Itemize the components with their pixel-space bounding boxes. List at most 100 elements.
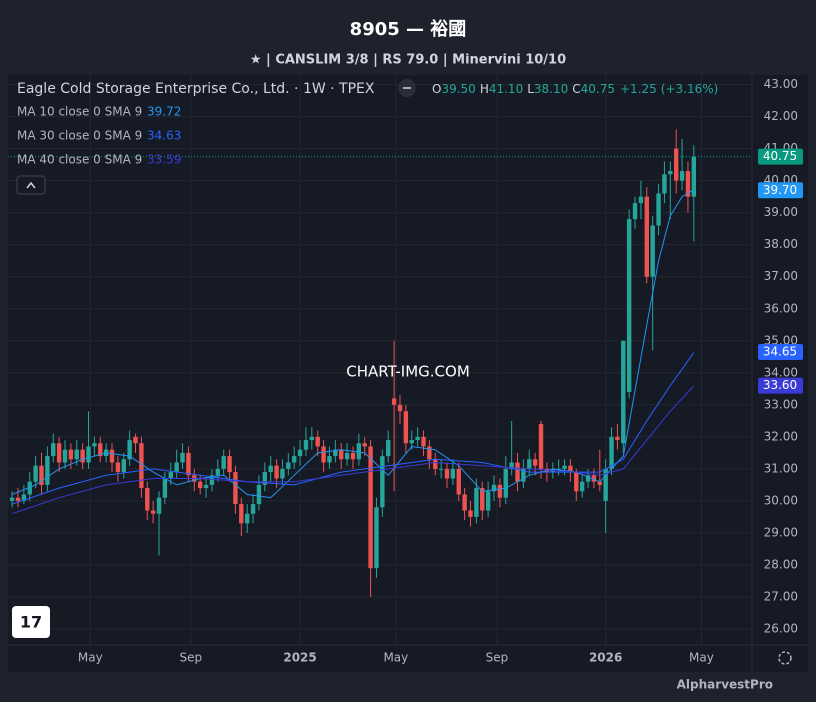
candle-body bbox=[462, 494, 467, 511]
legend-label: MA 40 close 0 SMA 9 bbox=[17, 153, 142, 167]
candle-body bbox=[280, 468, 285, 479]
candle-body bbox=[603, 468, 608, 501]
collapse-button[interactable] bbox=[16, 175, 46, 195]
candle-body bbox=[291, 456, 297, 463]
y-tick-label: 34.00 bbox=[764, 365, 798, 379]
candle-body bbox=[380, 456, 385, 508]
watermark: CHART-IMG.COM bbox=[346, 363, 470, 381]
candle-body bbox=[468, 510, 473, 517]
candle-body bbox=[286, 462, 291, 469]
candle-body bbox=[80, 449, 85, 463]
candle-body bbox=[650, 225, 655, 277]
candle-body bbox=[591, 475, 597, 482]
y-tick-label: 29.00 bbox=[764, 525, 798, 539]
candle-body bbox=[497, 484, 503, 498]
candle-body bbox=[315, 436, 320, 447]
candle-body bbox=[438, 468, 444, 470]
ohlc-value: 40.75 bbox=[581, 82, 615, 96]
candle-body bbox=[209, 475, 215, 485]
candle-body bbox=[491, 484, 497, 492]
candle-body bbox=[374, 507, 379, 569]
x-tick-label: May bbox=[78, 651, 103, 665]
price-tag-label: 40.75 bbox=[763, 149, 797, 163]
ma-line bbox=[11, 352, 695, 505]
candle-body bbox=[685, 171, 691, 197]
candle-body bbox=[139, 443, 144, 489]
y-tick-label: 36.00 bbox=[764, 301, 798, 315]
y-tick-label: 43.00 bbox=[764, 77, 798, 91]
settings-icon[interactable] bbox=[778, 651, 792, 665]
candle-body bbox=[350, 452, 356, 460]
candle-body bbox=[239, 504, 244, 524]
candle-body bbox=[626, 219, 632, 393]
candle-body bbox=[33, 465, 38, 482]
chart-subtitle: ★ | CANSLIM 3/8 | RS 79.0 | Minervini 10… bbox=[250, 53, 566, 68]
candle-body bbox=[673, 148, 679, 181]
candle-body bbox=[86, 446, 91, 463]
candle-body bbox=[9, 497, 15, 501]
candle-body bbox=[485, 491, 491, 511]
ohlc-value: 39.50 bbox=[441, 82, 475, 96]
candle-body bbox=[339, 449, 344, 460]
y-tick-label: 35.00 bbox=[764, 333, 798, 347]
x-tick-label: 2026 bbox=[589, 651, 622, 665]
candle-body bbox=[51, 443, 56, 457]
candle-body bbox=[403, 411, 409, 444]
x-tick-label: Sep bbox=[179, 651, 202, 665]
candle-body bbox=[386, 440, 391, 457]
ohlc-key: L bbox=[527, 82, 534, 96]
x-tick-label: Sep bbox=[486, 651, 509, 665]
candle-body bbox=[133, 436, 138, 444]
candle-body bbox=[480, 488, 485, 511]
candle-body bbox=[585, 475, 591, 482]
candle-body bbox=[397, 404, 403, 412]
candle-body bbox=[150, 510, 156, 514]
candle-body bbox=[303, 440, 309, 450]
candle-body bbox=[333, 449, 338, 457]
candle-body bbox=[644, 196, 650, 277]
candle-body bbox=[474, 488, 479, 517]
candle-body bbox=[562, 465, 567, 469]
candle-body bbox=[39, 465, 44, 485]
ohlc-value: 41.10 bbox=[489, 82, 523, 96]
y-tick-label: 30.00 bbox=[764, 493, 798, 507]
footer-brand: AlpharvestPro bbox=[677, 678, 773, 692]
candle-body bbox=[427, 446, 432, 460]
symbol-label: Eagle Cold Storage Enterprise Co., Ltd. … bbox=[17, 81, 375, 97]
candle-body bbox=[45, 456, 50, 485]
candle-body bbox=[197, 481, 203, 489]
candle-body bbox=[538, 424, 544, 469]
candle-body bbox=[691, 156, 697, 197]
y-tick-label: 31.00 bbox=[764, 461, 798, 475]
candle-body bbox=[662, 174, 667, 194]
candle-body bbox=[309, 436, 315, 441]
legend-label: MA 30 close 0 SMA 9 bbox=[17, 129, 142, 143]
tv-logo-bg bbox=[12, 606, 50, 638]
y-tick-label: 37.00 bbox=[764, 269, 798, 283]
change-value: +1.25 bbox=[620, 82, 657, 96]
candle-body bbox=[527, 459, 532, 469]
candle-body bbox=[162, 478, 168, 498]
candle-body bbox=[532, 459, 538, 466]
candle-body bbox=[597, 481, 602, 485]
candle-body bbox=[579, 481, 585, 492]
ohlc-legend: O39.50 H41.10 L38.10 C40.75 +1.25 (+3.16%) bbox=[432, 82, 718, 96]
candle-body bbox=[115, 462, 121, 473]
ohlc-key: O bbox=[432, 82, 441, 96]
candle-body bbox=[568, 465, 573, 473]
candle-body bbox=[456, 468, 461, 495]
candle-body bbox=[62, 449, 68, 463]
price-tag-label: 34.65 bbox=[763, 344, 797, 358]
candle-body bbox=[274, 465, 279, 479]
y-tick-label: 32.00 bbox=[764, 429, 798, 443]
candle-body bbox=[638, 196, 644, 204]
y-tick-label: 27.00 bbox=[764, 589, 798, 603]
candle-body bbox=[574, 472, 579, 492]
legend: MA 10 close 0 SMA 9 39.72 MA 30 close 0 SM… bbox=[17, 105, 181, 167]
chart-title: 8905 — 裕國 bbox=[350, 18, 467, 40]
candle-body bbox=[244, 513, 250, 524]
candle-body bbox=[327, 456, 332, 463]
candle-body bbox=[92, 443, 97, 447]
candle-body bbox=[450, 468, 456, 479]
candle-body bbox=[98, 443, 103, 457]
